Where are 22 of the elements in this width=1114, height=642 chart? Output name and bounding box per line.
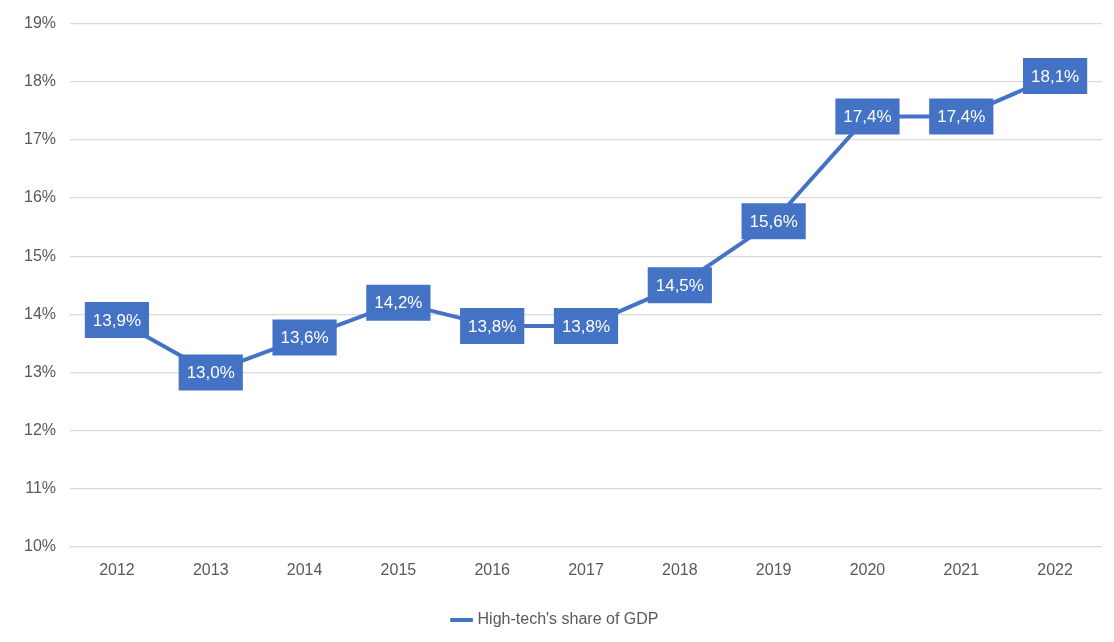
x-tick-label: 2015 xyxy=(380,560,417,578)
y-tick-label: 10% xyxy=(23,537,57,555)
y-tick-label: 12% xyxy=(23,420,57,438)
x-tick-label: 2018 xyxy=(662,560,698,578)
x-tick-label: 2013 xyxy=(192,560,229,578)
x-tick-label: 2022 xyxy=(1037,560,1073,578)
y-tick-label: 15% xyxy=(23,246,57,264)
x-tick-label: 2012 xyxy=(99,560,135,578)
x-tick-label: 2014 xyxy=(286,560,323,578)
y-tick-label: 17% xyxy=(23,130,57,148)
x-tick-label: 2017 xyxy=(568,560,604,578)
y-tick-label: 11% xyxy=(25,479,57,497)
x-tick-label: 2020 xyxy=(849,560,886,578)
legend-label: High-tech's share of GDP xyxy=(477,610,659,628)
y-tick-label: 18% xyxy=(23,72,57,90)
x-tick-label: 2021 xyxy=(943,560,980,578)
x-tick-label: 2016 xyxy=(474,560,511,578)
x-tick-label: 2019 xyxy=(755,560,792,578)
y-tick-label: 19% xyxy=(23,14,57,32)
y-tick-label: 16% xyxy=(23,188,57,206)
y-tick-label: 14% xyxy=(23,304,57,322)
y-tick-label: 13% xyxy=(23,362,57,380)
